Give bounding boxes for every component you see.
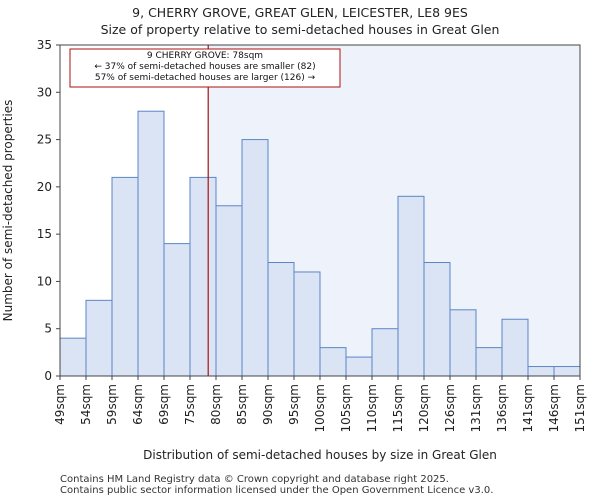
annotation-box: [69, 48, 341, 88]
chart-title: 9, CHERRY GROVE, GREAT GLEN, LEICESTER, …: [132, 5, 468, 20]
x-tick-label-54sqm: 54sqm: [79, 384, 93, 425]
bar-131sqm: [475, 347, 503, 377]
x-tick-label-105sqm: 105sqm: [339, 384, 353, 432]
x-tick-label-75sqm: 75sqm: [183, 384, 197, 425]
y-tick-label-30: 30: [37, 85, 52, 99]
bar-49sqm: [59, 337, 87, 377]
bar-120sqm: [423, 262, 451, 377]
x-tick-label-49sqm: 49sqm: [53, 384, 67, 425]
x-tick-label-85sqm: 85sqm: [235, 384, 249, 425]
x-tick-label-90sqm: 90sqm: [261, 384, 275, 425]
x-tick-label-146sqm: 146sqm: [547, 384, 561, 432]
annotation-text: 9 CHERRY GROVE: 78sqm ← 37% of semi-deta…: [70, 51, 340, 84]
y-tick-label-35: 35: [37, 38, 52, 52]
y-tick-label-10: 10: [37, 274, 52, 288]
bar-54sqm: [85, 299, 113, 377]
x-tick-label-151sqm: 151sqm: [573, 384, 587, 432]
annotation-line-3: 57% of semi-detached houses are larger (…: [94, 73, 316, 83]
annotation-line-1: 9 CHERRY GROVE: 78sqm: [146, 51, 264, 61]
bar-85sqm: [241, 139, 269, 377]
y-tick-label-25: 25: [37, 133, 52, 147]
y-axis-label: Number of semi-detached properties: [1, 100, 15, 322]
x-tick-label-95sqm: 95sqm: [287, 384, 301, 425]
bar-100sqm: [319, 347, 347, 377]
y-tick-label-15: 15: [37, 227, 52, 241]
y-tick-label-0: 0: [44, 369, 52, 383]
bar-90sqm: [267, 262, 295, 377]
x-tick-label-120sqm: 120sqm: [417, 384, 431, 432]
bar-146sqm: [553, 366, 581, 377]
bar-69sqm: [163, 243, 191, 377]
x-tick-label-141sqm: 141sqm: [521, 384, 535, 432]
annotation-line-2: ← 37% of semi-detached houses are smalle…: [94, 62, 316, 72]
bar-75sqm: [189, 176, 217, 377]
bar-126sqm: [449, 309, 477, 377]
bar-136sqm: [501, 318, 529, 377]
bar-59sqm: [111, 176, 139, 377]
bar-64sqm: [137, 110, 165, 377]
footer-line-1: Contains HM Land Registry data © Crown c…: [60, 474, 449, 485]
y-tick-label-20: 20: [37, 180, 52, 194]
x-tick-label-136sqm: 136sqm: [495, 384, 509, 432]
bar-105sqm: [345, 356, 373, 377]
bar-80sqm: [215, 205, 243, 377]
x-tick-label-110sqm: 110sqm: [365, 384, 379, 432]
x-tick-label-80sqm: 80sqm: [209, 384, 223, 425]
x-tick-label-115sqm: 115sqm: [391, 384, 405, 432]
x-tick-label-64sqm: 64sqm: [131, 384, 145, 425]
x-tick-label-69sqm: 69sqm: [157, 384, 171, 425]
chart-subtitle: Size of property relative to semi-detach…: [100, 22, 500, 37]
x-tick-label-100sqm: 100sqm: [313, 384, 327, 432]
bar-95sqm: [293, 271, 321, 377]
bar-110sqm: [371, 328, 399, 377]
x-tick-label-126sqm: 126sqm: [443, 384, 457, 432]
footer-line-2: Contains public sector information licen…: [60, 485, 494, 496]
y-tick-label-5: 5: [44, 322, 52, 336]
x-tick-label-131sqm: 131sqm: [469, 384, 483, 432]
x-axis-label: Distribution of semi-detached houses by …: [143, 448, 497, 462]
bar-115sqm: [397, 195, 425, 377]
x-tick-label-59sqm: 59sqm: [105, 384, 119, 425]
bar-141sqm: [527, 366, 555, 377]
